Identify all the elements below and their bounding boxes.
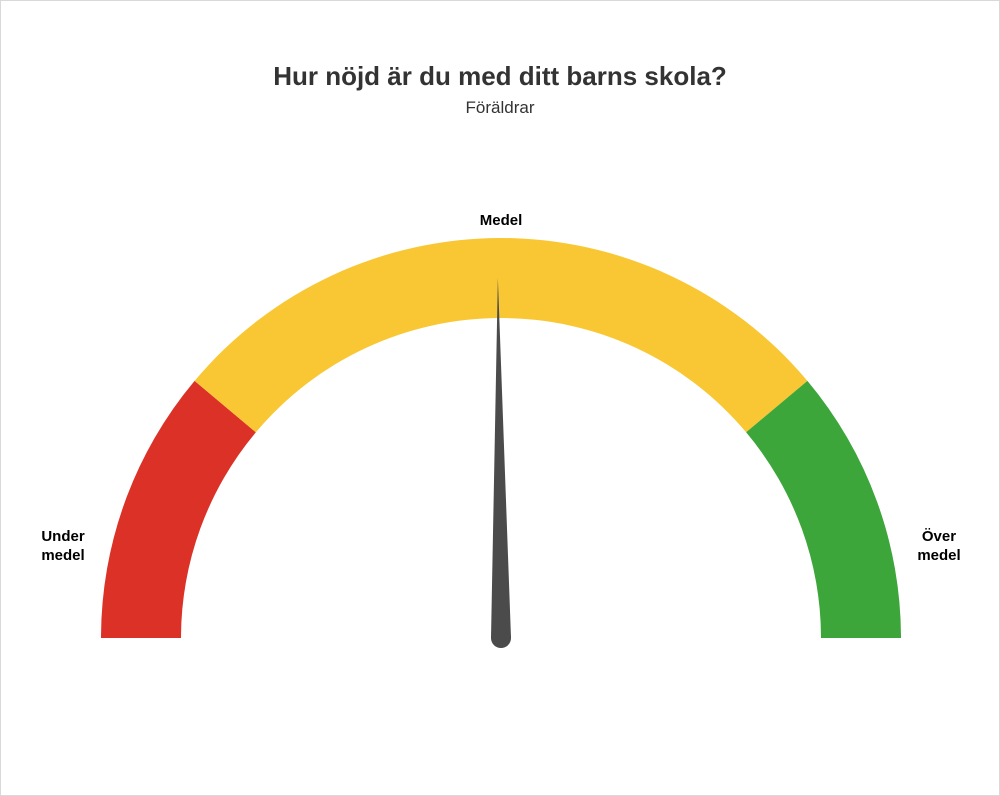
gauge-needle xyxy=(491,278,511,638)
gauge-label-under-medel: Under medel xyxy=(33,528,93,566)
gauge-label-over-medel: Över medel xyxy=(909,528,969,566)
chart-frame: Hur nöjd är du med ditt barns skola? För… xyxy=(0,0,1000,796)
gauge-pivot xyxy=(491,628,511,648)
gauge-segment-under-medel xyxy=(101,381,256,638)
chart-subtitle: Föräldrar xyxy=(1,98,999,118)
gauge-label-medel: Medel xyxy=(461,212,541,231)
gauge-chart xyxy=(1,148,1000,708)
gauge-container: Under medel Medel Över medel xyxy=(1,148,1000,708)
gauge-segment-over-medel xyxy=(746,381,901,638)
chart-title: Hur nöjd är du med ditt barns skola? xyxy=(1,61,999,92)
